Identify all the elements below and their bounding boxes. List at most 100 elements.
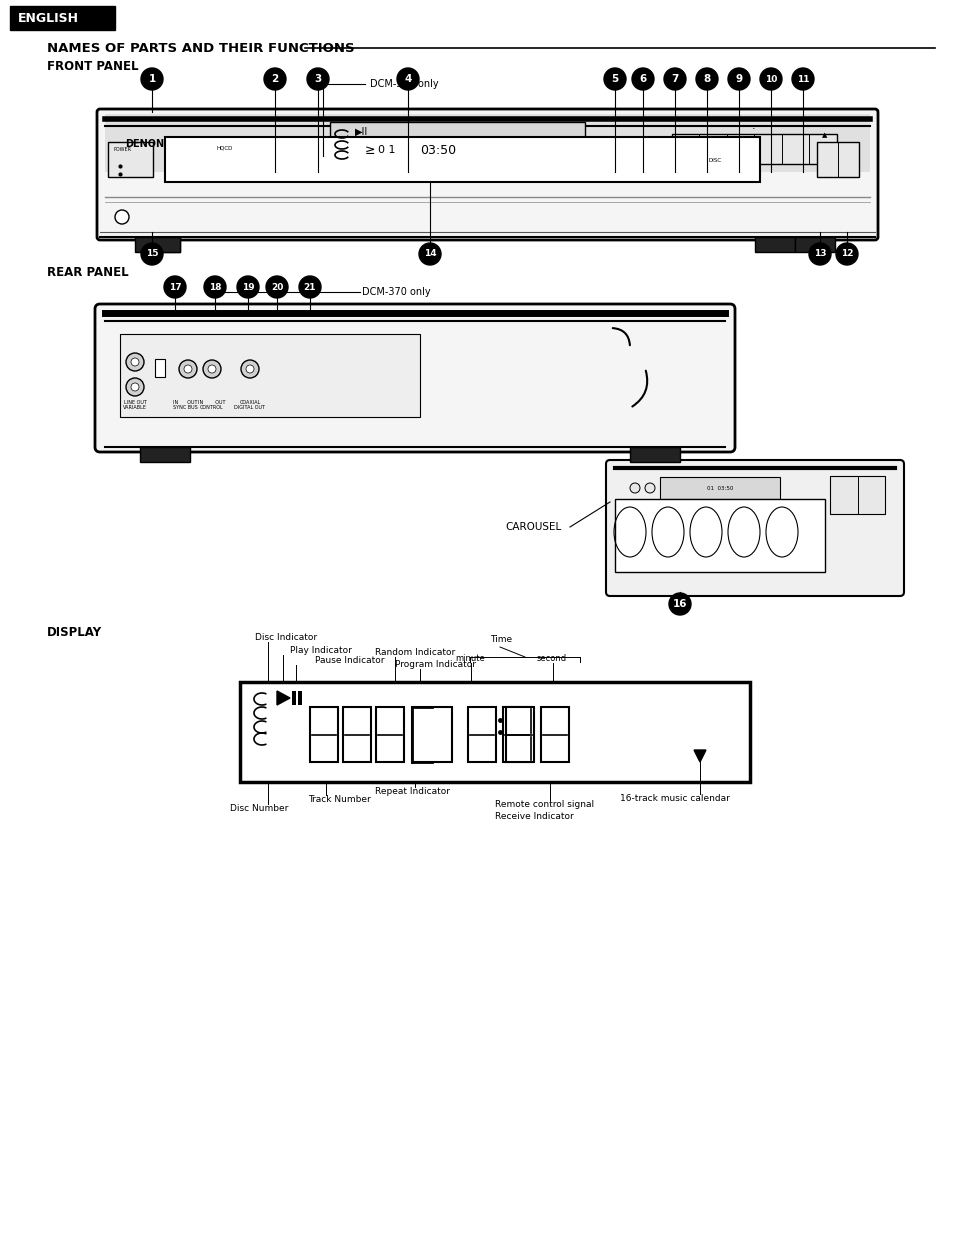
Text: Play Indicator: Play Indicator xyxy=(290,646,352,656)
Bar xyxy=(135,238,180,252)
Text: DENON: DENON xyxy=(125,139,164,148)
Text: HQCD: HQCD xyxy=(216,146,233,151)
Circle shape xyxy=(131,383,139,391)
Circle shape xyxy=(204,276,226,298)
Text: 16: 16 xyxy=(672,599,686,609)
Circle shape xyxy=(668,593,690,615)
Text: ▲: ▲ xyxy=(821,132,827,139)
Text: Track Number: Track Number xyxy=(308,795,371,804)
Bar xyxy=(629,447,679,461)
Text: 16-track music calendar: 16-track music calendar xyxy=(619,794,729,803)
Text: 9: 9 xyxy=(735,74,741,84)
Text: Time: Time xyxy=(490,635,512,644)
Text: DCM-370 only: DCM-370 only xyxy=(361,287,430,297)
Text: 18: 18 xyxy=(209,282,221,292)
Circle shape xyxy=(791,68,813,90)
Bar xyxy=(330,122,584,172)
Circle shape xyxy=(115,210,129,224)
Circle shape xyxy=(131,357,139,366)
Circle shape xyxy=(760,68,781,90)
Bar xyxy=(140,238,180,252)
Bar xyxy=(794,238,834,252)
Text: 5: 5 xyxy=(611,74,618,84)
Text: 03:50: 03:50 xyxy=(419,143,456,157)
Text: ·: · xyxy=(751,124,755,134)
Polygon shape xyxy=(276,691,290,705)
Bar xyxy=(829,476,884,515)
Circle shape xyxy=(603,68,625,90)
Bar xyxy=(165,137,760,182)
Circle shape xyxy=(835,242,857,265)
Text: 7: 7 xyxy=(671,74,678,84)
Text: IN        OUT
CONTROL: IN OUT CONTROL xyxy=(198,400,226,411)
Bar xyxy=(502,708,531,762)
Text: 20: 20 xyxy=(271,282,283,292)
Circle shape xyxy=(629,482,639,494)
Text: DISC: DISC xyxy=(708,157,720,162)
Text: 14: 14 xyxy=(423,250,436,259)
Circle shape xyxy=(298,276,320,298)
Text: Disc Number: Disc Number xyxy=(230,804,288,813)
Circle shape xyxy=(241,360,258,379)
Bar xyxy=(310,708,337,762)
Text: IN      OUT
SYNC BUS: IN OUT SYNC BUS xyxy=(172,400,197,411)
Text: 12: 12 xyxy=(840,250,852,259)
Text: 1: 1 xyxy=(149,74,155,84)
Text: ≥: ≥ xyxy=(365,143,375,157)
Text: 3: 3 xyxy=(314,74,321,84)
Circle shape xyxy=(203,360,221,379)
Circle shape xyxy=(631,68,654,90)
Circle shape xyxy=(266,276,288,298)
Circle shape xyxy=(184,365,192,374)
Text: Repeat Indicator: Repeat Indicator xyxy=(375,787,450,795)
Bar xyxy=(540,708,568,762)
Circle shape xyxy=(126,379,144,396)
Circle shape xyxy=(396,68,418,90)
Circle shape xyxy=(302,148,317,165)
Bar xyxy=(240,682,749,782)
Text: ▶II: ▶II xyxy=(355,127,368,137)
Bar xyxy=(468,708,496,762)
Text: DCM-370 only: DCM-370 only xyxy=(370,79,438,89)
Text: POWER: POWER xyxy=(113,147,132,152)
Text: ENGLISH: ENGLISH xyxy=(18,11,79,25)
Bar xyxy=(412,708,452,762)
Bar xyxy=(659,477,780,499)
Text: FRONT PANEL: FRONT PANEL xyxy=(47,61,138,73)
Circle shape xyxy=(264,68,286,90)
Text: Pause Indicator: Pause Indicator xyxy=(314,656,384,666)
Bar xyxy=(615,499,824,571)
Bar xyxy=(10,6,115,30)
Circle shape xyxy=(208,365,215,374)
Text: LINE OUT
VARIABLE: LINE OUT VARIABLE xyxy=(123,400,147,411)
Text: Program Indicator: Program Indicator xyxy=(395,661,476,669)
Text: Receive Indicator: Receive Indicator xyxy=(495,811,573,821)
FancyBboxPatch shape xyxy=(97,109,877,240)
Bar xyxy=(375,708,403,762)
Text: 11: 11 xyxy=(796,74,808,84)
Text: REAR PANEL: REAR PANEL xyxy=(47,266,129,278)
Text: 15: 15 xyxy=(146,250,158,259)
Circle shape xyxy=(644,482,655,494)
Circle shape xyxy=(126,353,144,371)
Circle shape xyxy=(164,276,186,298)
Bar xyxy=(671,134,836,165)
Circle shape xyxy=(609,139,629,160)
Text: NAMES OF PARTS AND THEIR FUNCTIONS: NAMES OF PARTS AND THEIR FUNCTIONS xyxy=(47,42,355,54)
Circle shape xyxy=(236,276,258,298)
Circle shape xyxy=(639,139,659,160)
Text: 13: 13 xyxy=(813,250,825,259)
Text: 01  03:50: 01 03:50 xyxy=(706,485,733,491)
Bar xyxy=(210,142,240,153)
FancyBboxPatch shape xyxy=(605,460,903,596)
Text: COAXIAL
DIGITAL OUT: COAXIAL DIGITAL OUT xyxy=(234,400,265,411)
Text: 19: 19 xyxy=(241,282,254,292)
Text: 4: 4 xyxy=(404,74,412,84)
Circle shape xyxy=(663,68,685,90)
Text: Disc Indicator: Disc Indicator xyxy=(254,633,316,642)
Polygon shape xyxy=(693,750,705,762)
Bar xyxy=(297,691,302,705)
Bar xyxy=(105,114,869,172)
FancyBboxPatch shape xyxy=(95,304,734,452)
Text: 10: 10 xyxy=(764,74,777,84)
